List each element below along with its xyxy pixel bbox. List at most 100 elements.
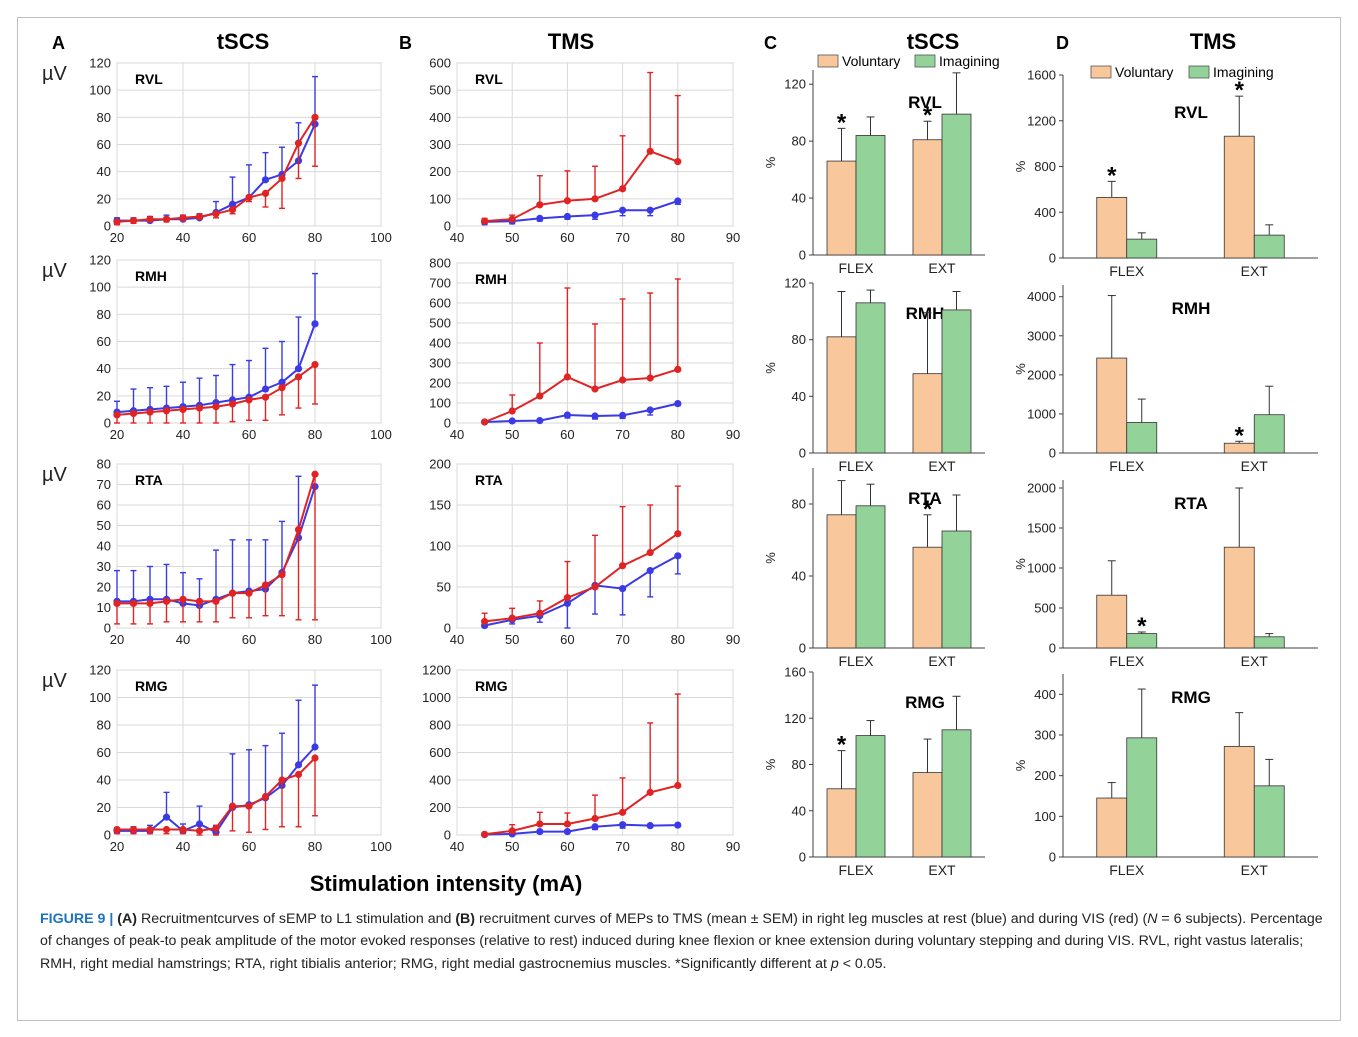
bar-voluntary	[826, 788, 857, 858]
y-axis-label: %	[763, 758, 778, 770]
y-tick-label: 120	[89, 253, 111, 268]
muscle-label: RMG	[475, 678, 508, 694]
x-tick-label: 60	[560, 427, 574, 442]
y-tick-label: 700	[429, 276, 451, 291]
significance-marker: *	[1137, 613, 1147, 640]
chart-d-rmh: 0 1000 2000 3000 4000% RMH FLEX EXT *	[1013, 285, 1318, 474]
x-tick-label: 60	[242, 230, 256, 245]
y-tick-label: 0	[1049, 641, 1056, 656]
caption-label-a: (A)	[117, 911, 137, 927]
x-tick-label: 90	[726, 427, 740, 442]
series-red	[113, 754, 319, 836]
data-point	[591, 583, 599, 591]
chart-a-rta: 0 10 20 30 40 50 60 70 80 20 40 60 80 100 µV RTA	[42, 457, 392, 648]
data-point	[563, 197, 572, 205]
data-point	[481, 217, 489, 225]
bar-voluntary	[826, 160, 857, 256]
bar-voluntary	[826, 336, 857, 454]
bar-imagining	[941, 309, 972, 454]
data-point	[591, 412, 599, 420]
data-point	[146, 599, 154, 608]
y-tick-label: 60	[97, 334, 111, 349]
x-tick-label: 40	[176, 839, 190, 854]
data-point	[591, 195, 599, 203]
bar-imagining	[1253, 414, 1285, 454]
data-point	[113, 825, 121, 834]
y-tick-label: 600	[429, 745, 451, 760]
data-point	[129, 216, 138, 225]
bar-voluntary	[1096, 797, 1128, 858]
legend-label-imagining: Imagining	[939, 53, 1000, 69]
data-point	[508, 407, 516, 415]
muscle-label: RMH	[475, 271, 507, 287]
y-tick-label: 300	[429, 356, 451, 371]
data-point	[212, 210, 220, 218]
legend-label-imagining: Imagining	[1213, 64, 1274, 80]
data-point	[674, 821, 682, 829]
data-point	[536, 609, 544, 617]
significance-marker: *	[1235, 77, 1245, 104]
series-line	[117, 746, 316, 834]
category-label: EXT	[1241, 653, 1269, 669]
y-tick-label: 100	[89, 280, 111, 295]
panel-title-a: tSCS	[217, 29, 270, 54]
y-tick-label: 40	[792, 191, 806, 206]
x-tick-label: 60	[242, 632, 256, 647]
bar-imagining	[1253, 785, 1285, 858]
data-point	[311, 360, 319, 369]
chart-b-rvl: 0 100 200 300 400 500 600 40 50 60 70 80 90 RVL	[429, 56, 740, 246]
muscle-label: RVL	[135, 71, 163, 87]
bar-voluntary	[1223, 546, 1255, 649]
category-label: EXT	[928, 260, 956, 276]
data-point	[261, 189, 270, 197]
data-point	[536, 392, 544, 400]
x-tick-label: 50	[505, 230, 519, 245]
x-tick-label: 80	[308, 230, 322, 245]
data-point	[278, 571, 286, 579]
panel-letter-b: B	[399, 33, 412, 53]
x-tick-label: 20	[110, 230, 124, 245]
data-point	[508, 614, 516, 622]
caption-n-symbol: N	[1147, 911, 1158, 927]
chart-d-rvl: 0 400 800 1200 1600% RVL Voluntary Imagining FLE…	[1013, 64, 1318, 279]
y-tick-label: 1200	[1027, 113, 1056, 128]
y-tick-label: 10	[97, 600, 111, 615]
y-tick-label: 120	[89, 663, 111, 678]
chart-c-rmh: 0 40 80 120% RMH FLEX EXT	[763, 276, 985, 474]
y-tick-label: 500	[1034, 601, 1056, 616]
data-point	[261, 176, 270, 184]
series-line	[484, 368, 679, 423]
data-point	[146, 825, 154, 834]
chart-d-rta: 0 500 1000 1500 2000% RTA FLEX EXT *	[1013, 480, 1318, 669]
bar-voluntary	[1223, 745, 1255, 858]
caption-p-symbol: p	[830, 955, 839, 972]
data-point	[261, 385, 270, 393]
data-point	[536, 417, 544, 425]
data-point	[179, 214, 187, 222]
data-point	[646, 567, 654, 575]
y-tick-label: 4000	[1027, 289, 1056, 304]
x-tick-label: 80	[671, 230, 685, 245]
panel-letter-d: D	[1056, 33, 1069, 53]
y-tick-label: 40	[97, 773, 111, 788]
data-point	[179, 595, 187, 603]
data-point	[228, 589, 237, 597]
panel-title-b: TMS	[548, 29, 594, 54]
y-tick-label: 60	[97, 498, 111, 513]
y-tick-label: 60	[97, 137, 111, 152]
significance-marker: *	[923, 102, 933, 129]
y-unit-label: µV	[42, 63, 68, 85]
y-tick-label: 400	[1034, 205, 1056, 220]
x-tick-label: 80	[671, 839, 685, 854]
y-tick-label: 0	[1049, 850, 1056, 865]
y-tick-label: 200	[1034, 768, 1056, 783]
data-point	[278, 174, 286, 183]
muscle-label: RVL	[1174, 103, 1208, 122]
data-point	[294, 373, 303, 381]
data-point	[646, 788, 654, 796]
y-unit-label: µV	[42, 464, 68, 486]
y-tick-label: 0	[104, 621, 111, 636]
x-tick-label: 60	[560, 839, 574, 854]
